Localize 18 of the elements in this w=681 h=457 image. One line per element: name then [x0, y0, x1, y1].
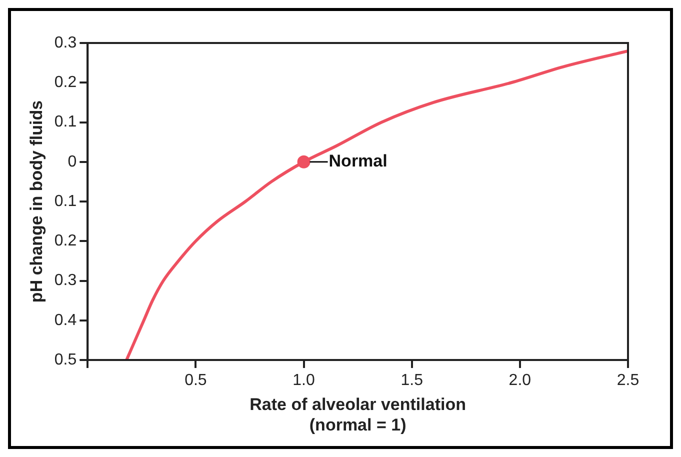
x-axis-title: Rate of alveolar ventilation (normal = 1) — [250, 395, 466, 434]
x-tick-label: 0.5 — [184, 372, 207, 390]
x-tick-label: 1.0 — [292, 372, 316, 390]
y-tick-label: 0.1 — [54, 192, 77, 210]
annotation: Normal — [328, 152, 388, 171]
y-tick-label: 0.1 — [54, 114, 77, 131]
y-tick-label: 0.4 — [54, 312, 77, 329]
y-tick-label: 0.3 — [54, 34, 77, 52]
x-tick-label: 1.5 — [400, 372, 424, 390]
y-tick-label: 0 — [68, 153, 77, 170]
x-tick-label: 2.5 — [616, 372, 640, 390]
y-axis-title: pH change in body fluids — [26, 100, 46, 303]
y-tick-label: 0.2 — [54, 232, 77, 250]
y-tick-label: 0.5 — [54, 351, 77, 368]
x-tick-label: 2.0 — [508, 372, 532, 390]
y-tick-label: 0.3 — [54, 272, 77, 290]
line-series — [125, 49, 628, 360]
y-tick-label: 0.2 — [54, 74, 77, 92]
